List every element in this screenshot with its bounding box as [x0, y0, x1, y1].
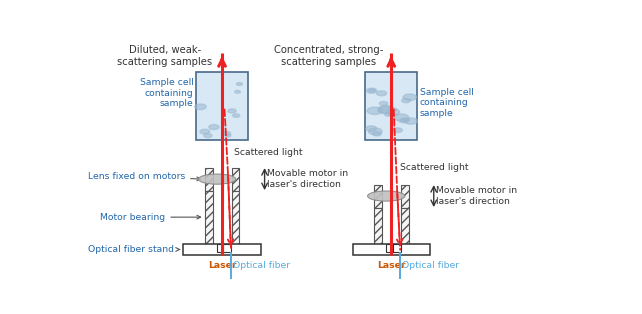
Circle shape — [367, 88, 377, 93]
Bar — [392, 244, 401, 252]
Circle shape — [232, 114, 239, 117]
Bar — [386, 244, 394, 252]
Circle shape — [399, 118, 408, 123]
Bar — [401, 208, 409, 244]
Circle shape — [403, 94, 417, 100]
Text: Sample cell
containing
sample: Sample cell containing sample — [139, 78, 193, 108]
Text: Diluted, weak-
scattering samples: Diluted, weak- scattering samples — [117, 45, 213, 67]
Text: Movable motor in
laser's direction: Movable motor in laser's direction — [267, 170, 348, 189]
Circle shape — [378, 106, 394, 113]
Circle shape — [236, 83, 243, 85]
Circle shape — [369, 89, 376, 92]
Circle shape — [366, 126, 377, 131]
Text: Laser: Laser — [377, 261, 406, 270]
Circle shape — [379, 101, 388, 106]
Text: Lens fixed on motors: Lens fixed on motors — [88, 172, 200, 181]
Text: Laser: Laser — [208, 261, 236, 270]
Bar — [196, 72, 248, 140]
Circle shape — [404, 118, 417, 124]
Circle shape — [195, 104, 206, 110]
Circle shape — [385, 112, 392, 116]
Circle shape — [367, 107, 383, 115]
Bar — [184, 244, 261, 255]
Bar — [205, 191, 213, 244]
Circle shape — [393, 128, 403, 133]
Text: Concentrated, strong-
scattering samples: Concentrated, strong- scattering samples — [274, 45, 384, 67]
Text: Optical fiber: Optical fiber — [402, 261, 459, 270]
Bar — [223, 244, 232, 252]
Bar — [205, 168, 213, 191]
Circle shape — [235, 90, 241, 93]
Circle shape — [225, 134, 231, 137]
Circle shape — [200, 129, 210, 134]
Text: Scattered light: Scattered light — [234, 148, 303, 157]
Ellipse shape — [368, 191, 405, 201]
Text: Optical fiber stand: Optical fiber stand — [88, 245, 180, 254]
Bar — [365, 72, 417, 140]
Circle shape — [386, 109, 400, 115]
Circle shape — [390, 108, 397, 111]
Circle shape — [377, 106, 393, 114]
Text: Optical fiber: Optical fiber — [233, 261, 290, 270]
Circle shape — [376, 91, 386, 96]
Text: Sample cell
containing
sample: Sample cell containing sample — [420, 88, 474, 118]
Bar — [401, 185, 409, 208]
Bar — [232, 191, 239, 244]
Circle shape — [222, 131, 230, 135]
Bar — [374, 185, 382, 208]
Text: Movable motor in
laser's direction: Movable motor in laser's direction — [437, 186, 517, 206]
Bar — [374, 208, 382, 244]
Text: Scattered light: Scattered light — [400, 163, 469, 171]
Circle shape — [228, 109, 236, 113]
Circle shape — [372, 132, 381, 136]
Bar — [217, 244, 225, 252]
Ellipse shape — [198, 174, 236, 184]
Circle shape — [369, 128, 382, 135]
Bar — [352, 244, 429, 255]
Circle shape — [402, 98, 411, 103]
Circle shape — [209, 125, 219, 130]
Circle shape — [394, 114, 409, 121]
Text: Motor bearing: Motor bearing — [100, 213, 200, 222]
Circle shape — [204, 134, 212, 138]
Circle shape — [402, 118, 410, 122]
Bar — [232, 168, 239, 191]
